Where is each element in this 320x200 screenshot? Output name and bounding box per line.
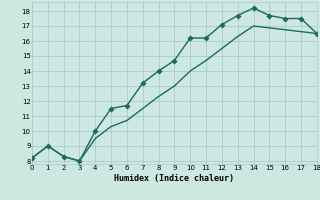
X-axis label: Humidex (Indice chaleur): Humidex (Indice chaleur) bbox=[115, 174, 234, 183]
